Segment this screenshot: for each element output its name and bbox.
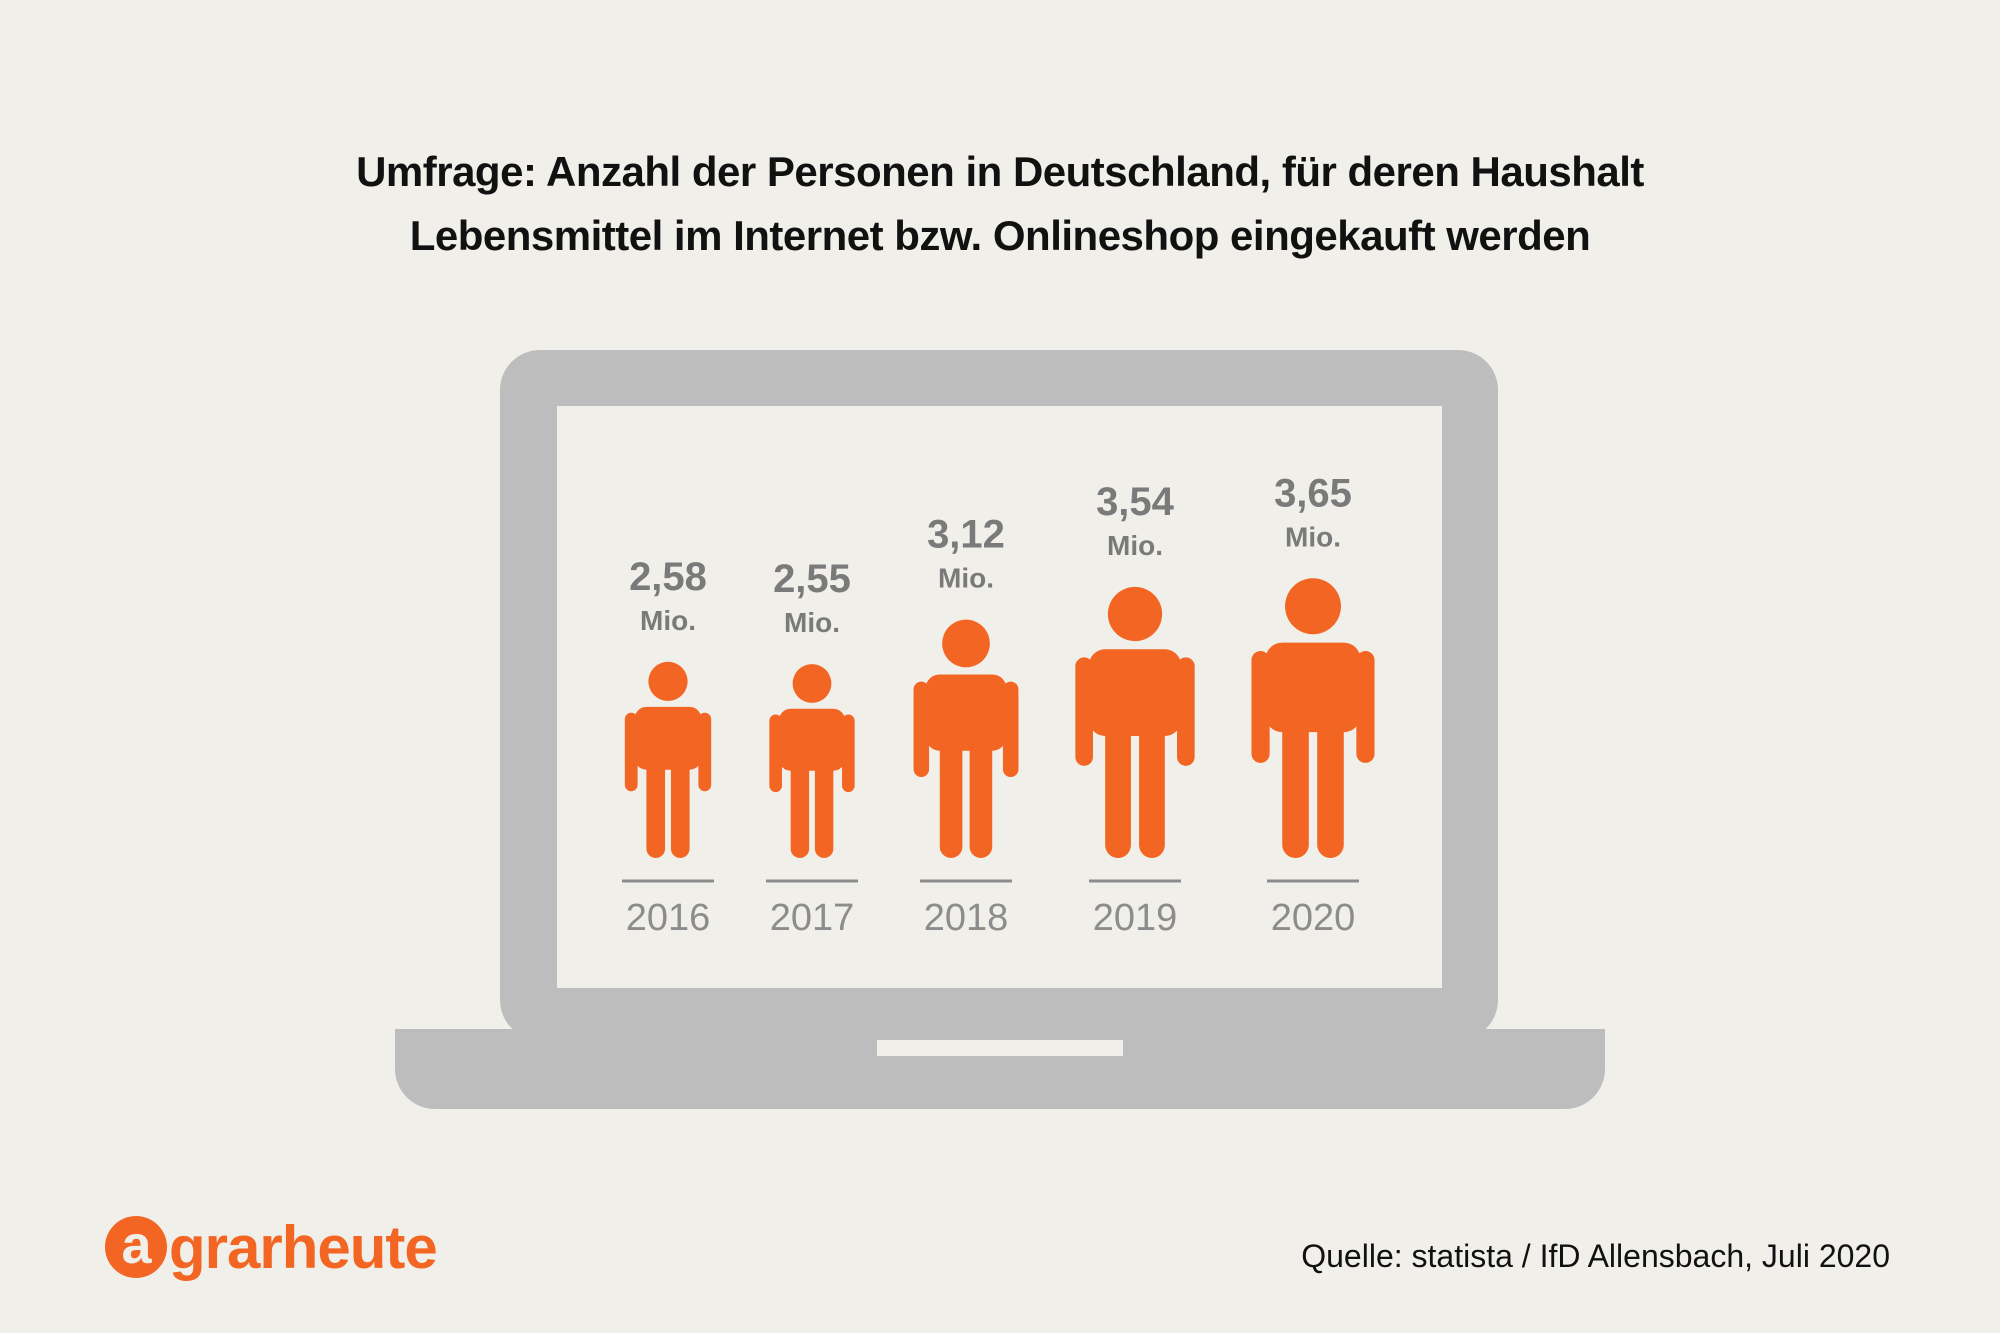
source-note: Quelle: statista / IfD Allensbach, Juli … [1301,1238,1890,1274]
year-label-2017: 2017 [770,897,855,939]
person-leg-left [790,756,810,858]
person-head [648,661,688,702]
value-label-2019: 3,54 [1096,480,1175,524]
person-arm-right [1356,651,1375,763]
unit-label-2017: Mio. [784,607,840,638]
person-leg-right [1317,711,1344,858]
person-leg-left [939,732,963,858]
logo-wordmark: grarheute [169,1213,438,1281]
person-figure-2016: 2,58 Mio. 2016 [622,555,714,939]
unit-label-2020: Mio. [1285,521,1341,552]
logo-initial: a [105,1216,167,1278]
person-figure-2019: 3,54 Mio. 2019 [1075,480,1195,939]
value-label-2020: 3,65 [1274,471,1352,515]
person-leg-left [1105,715,1131,858]
person-torso [1088,649,1182,736]
person-arm-right [1177,657,1195,766]
person-head [1285,578,1341,635]
chart-title-line-1: Umfrage: Anzahl der Personen in Deutschl… [356,148,1644,195]
person-arm-left [769,714,782,793]
chart-title: Umfrage: Anzahl der Personen in Deutschl… [0,140,2000,268]
person-arm-right [842,714,855,793]
person-head [942,619,990,668]
person-arm-left [624,712,638,792]
person-head [1107,586,1163,642]
person-arm-left [1075,657,1093,766]
unit-label-2019: Mio. [1107,530,1163,561]
person-arm-right [698,712,712,792]
person-figure-2018: 3,12 Mio. 2018 [913,513,1019,939]
year-label-2019: 2019 [1093,897,1178,939]
year-label-2020: 2020 [1271,897,1356,939]
year-label-2016: 2016 [626,897,711,939]
value-label-2017: 2,55 [773,557,851,601]
person-arm-left [913,681,930,777]
person-head [792,664,832,703]
person-figure-2020: 3,65 Mio. 2020 [1251,471,1375,939]
person-arm-right [1002,681,1019,777]
person-figures: 2,58 Mio. 2016 2,55 Mio. 2017 3,12 Mio. 2018 3,54… [622,471,1375,939]
person-leg-right [969,732,993,858]
agrarheute-logo: a grarheute [105,1212,438,1282]
year-label-2018: 2018 [924,897,1009,939]
laptop-touchpad-slot [877,1040,1123,1056]
person-leg-right [670,754,690,858]
person-torso [1265,642,1361,733]
person-torso [779,708,845,771]
person-leg-left [1282,711,1309,858]
unit-label-2018: Mio. [938,563,994,594]
chart-title-line-2: Lebensmittel im Internet bzw. Onlineshop… [409,212,1591,259]
value-label-2016: 2,58 [629,555,707,599]
person-torso [634,706,702,770]
unit-label-2016: Mio. [640,605,696,636]
person-figure-2017: 2,55 Mio. 2017 [766,557,858,939]
person-leg-left [646,754,666,858]
value-label-2018: 3,12 [927,513,1005,557]
person-leg-right [814,756,834,858]
person-torso [925,674,1007,751]
person-arm-left [1251,651,1270,763]
person-leg-right [1139,715,1165,858]
